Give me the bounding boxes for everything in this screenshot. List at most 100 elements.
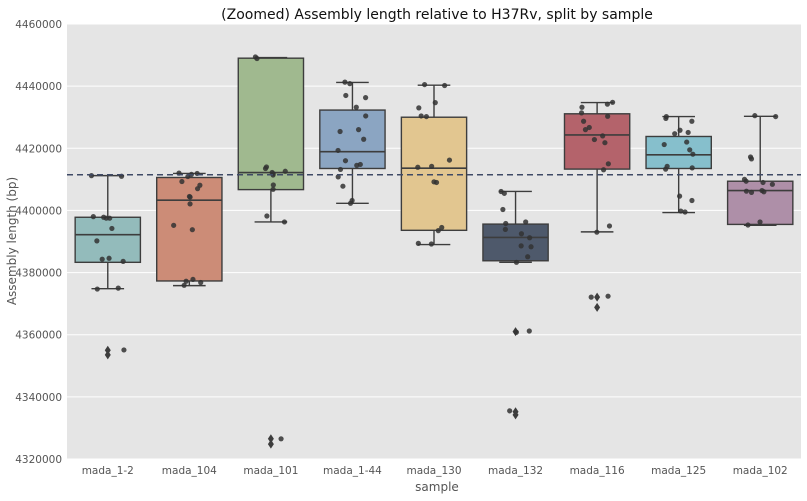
data-point [745, 222, 751, 228]
data-point [109, 225, 115, 232]
data-point [610, 99, 616, 105]
data-point [363, 113, 369, 119]
data-point [663, 166, 669, 172]
outlier-marker [594, 302, 601, 312]
box [726, 180, 794, 226]
data-point [99, 256, 105, 262]
data-point [600, 133, 606, 139]
data-point [580, 118, 587, 124]
data-point [663, 115, 669, 122]
data-point [120, 258, 126, 264]
data-point [513, 259, 520, 265]
x-tick-label: mada_116 [570, 465, 625, 477]
data-point [423, 113, 430, 120]
data-point [342, 79, 348, 85]
data-point [428, 241, 435, 247]
x-tick-label: mada_1-44 [323, 465, 382, 477]
data-point [103, 215, 109, 221]
x-tick-label: mada_130 [406, 465, 461, 477]
data-point [689, 118, 695, 124]
box [400, 116, 468, 232]
data-point [523, 219, 529, 225]
data-point [183, 278, 189, 284]
data-point [429, 163, 435, 169]
data-point [342, 158, 349, 164]
data-point [171, 222, 177, 228]
x-tick-label: mada_104 [162, 465, 217, 477]
data-point [503, 220, 509, 227]
data-point [518, 231, 525, 237]
data-point [94, 238, 100, 244]
data-point [363, 95, 369, 101]
data-point [602, 140, 608, 146]
data-point [690, 151, 696, 157]
data-point [685, 129, 691, 136]
data-point [337, 166, 344, 173]
data-point [578, 110, 585, 116]
data-point [743, 188, 750, 194]
data-point [262, 165, 269, 172]
data-point [416, 105, 422, 111]
y-tick-label: 4380000 [15, 268, 62, 280]
data-point [500, 206, 506, 213]
data-point [187, 201, 193, 207]
data-point [439, 224, 445, 231]
data-point [337, 128, 343, 135]
data-point [579, 104, 585, 110]
data-point [347, 81, 353, 87]
y-tick-label: 4320000 [15, 454, 62, 466]
box-group [319, 79, 386, 206]
data-point [254, 55, 260, 62]
data-point [354, 162, 360, 168]
box-group [74, 173, 142, 360]
y-tick-label: 4340000 [15, 392, 62, 404]
data-point [90, 214, 96, 220]
outlier-marker [267, 434, 274, 444]
data-point [181, 282, 187, 288]
box-group [156, 170, 223, 288]
data-point [586, 124, 592, 131]
data-point [600, 167, 607, 173]
data-point [605, 293, 611, 299]
data-point [88, 173, 95, 179]
data-point [270, 172, 276, 178]
data-point [588, 294, 594, 300]
data-point [415, 240, 421, 246]
box [563, 113, 631, 170]
x-axis-title: sample [415, 480, 459, 494]
data-point [106, 255, 112, 261]
data-point [528, 244, 534, 250]
data-point [194, 186, 201, 192]
box [482, 223, 549, 262]
data-point [335, 174, 341, 180]
outlier-marker [512, 410, 519, 420]
data-point [687, 147, 693, 153]
data-point [335, 147, 341, 154]
data-point [264, 213, 270, 219]
x-axis: mada_1-2 mada_104 mada_101 mada_1-44 mada_13… [82, 465, 788, 477]
data-point [606, 223, 613, 229]
data-point [526, 328, 532, 334]
data-point [761, 189, 767, 195]
data-point [278, 436, 284, 442]
data-point [769, 181, 775, 187]
data-point [684, 139, 690, 145]
data-point [605, 161, 611, 167]
data-point [115, 285, 121, 291]
data-point [672, 131, 678, 137]
boxes [74, 54, 794, 449]
data-point [760, 179, 766, 186]
data-point [752, 113, 758, 119]
box [156, 176, 223, 282]
data-point [773, 113, 779, 120]
data-point [281, 219, 288, 225]
y-tick-label: 4460000 [15, 19, 62, 31]
data-point [677, 127, 683, 133]
chart-title: (Zoomed) Assembly length relative to H37… [221, 7, 653, 23]
data-point [604, 101, 611, 107]
data-point [582, 127, 589, 133]
data-point [432, 100, 438, 106]
data-point [676, 193, 683, 199]
data-point [343, 92, 349, 99]
